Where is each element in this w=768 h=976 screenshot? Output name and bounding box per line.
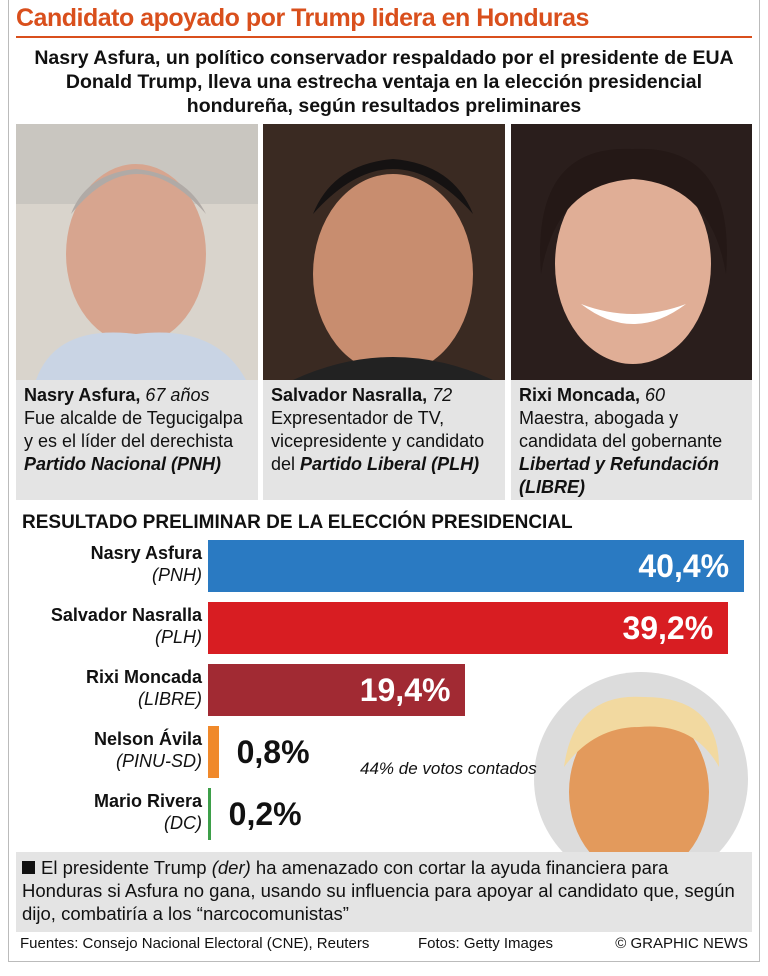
- category-name: Rixi Moncada: [85, 667, 202, 687]
- category-party: (LIBRE): [137, 689, 202, 709]
- sources: Fuentes: Consejo Nacional Electoral (CNE…: [20, 935, 370, 952]
- category-name: Salvador Nasralla: [50, 605, 202, 625]
- candidate-desc: Expresentador de TV, vicepresidente y ca…: [271, 408, 485, 474]
- category-name: Nasry Asfura: [90, 543, 202, 563]
- candidate-age: 72: [432, 385, 453, 405]
- credit: © GRAPHIC NEWS: [615, 935, 748, 952]
- value-label: 0,8%: [236, 734, 310, 770]
- candidate-name: Nasry Asfura,: [24, 385, 141, 405]
- photo: [263, 124, 505, 380]
- bar: [208, 664, 466, 716]
- caption: Salvador Nasralla, 72 Expresentador de T…: [263, 380, 505, 500]
- candidate-party: Libertad y Refundación (LIBRE): [519, 454, 720, 497]
- caption: Rixi Moncada, 60 Maestra, abogada y cand…: [511, 380, 752, 500]
- category-label: Mario Rivera (DC): [94, 790, 202, 834]
- candidate-party: Partido Nacional (PNH): [24, 454, 222, 474]
- category-name: Mario Rivera: [93, 791, 202, 811]
- value-label: 40,4%: [638, 548, 730, 584]
- photo: [511, 124, 752, 380]
- note-text: ha amenazado con cortar la ayuda financi…: [22, 857, 735, 924]
- chart-title: RESULTADO PRELIMINAR DE LA ELECCIÓN PRES…: [22, 512, 573, 533]
- value-label: 0,2%: [228, 796, 302, 832]
- caption: Nasry Asfura, 67 años Fue alcalde de Teg…: [16, 380, 258, 500]
- bar: [208, 726, 219, 778]
- candidate-party: Partido Liberal (PLH): [300, 454, 480, 474]
- category-label: Nasry Asfura (PNH): [91, 542, 202, 586]
- candidate-age: 60: [645, 385, 666, 405]
- candidate-name: Salvador Nasralla,: [271, 385, 428, 405]
- candidate-desc: Maestra, abogada y candidata del goberna…: [519, 408, 723, 451]
- bar: [208, 788, 211, 840]
- category-party: (DC): [164, 813, 202, 833]
- title: Candidato apoyado por Trump lidera en Ho…: [16, 4, 589, 32]
- category-name: Nelson Ávila: [93, 729, 202, 749]
- bar: [208, 602, 729, 654]
- value-label: 39,2%: [622, 610, 714, 646]
- footer: Fuentes: Consejo Nacional Electoral (CNE…: [20, 935, 748, 952]
- category-label: Salvador Nasralla (PLH): [51, 604, 202, 648]
- category-party: (PLH): [154, 627, 202, 647]
- photo: [16, 124, 258, 380]
- bullet: [22, 861, 35, 874]
- subtitle: Nasry Asfura, un político conservador re…: [34, 47, 734, 117]
- title-rule: [16, 36, 752, 38]
- bar: [208, 540, 745, 592]
- note-lead: El presidente Trump: [41, 857, 207, 878]
- annotation: 44% de votos contados: [360, 759, 537, 778]
- photo-credit: Fotos: Getty Images: [418, 935, 554, 952]
- note: El presidente Trump (der) ha amenazado c…: [16, 852, 752, 932]
- candidate-desc: Fue alcalde de Tegucigalpa y es el líder…: [24, 408, 243, 451]
- frame: [8, 0, 760, 962]
- category-party: (PINU-SD): [116, 751, 202, 771]
- candidate-name: Rixi Moncada,: [519, 385, 641, 405]
- value-label: 19,4%: [359, 672, 451, 708]
- category-label: Nelson Ávila (PINU-SD): [94, 728, 202, 772]
- category-label: Rixi Moncada (LIBRE): [86, 666, 202, 710]
- category-party: (PNH): [152, 565, 202, 585]
- candidate-age: 67 años: [145, 385, 210, 405]
- note-aside: (der): [211, 857, 251, 878]
